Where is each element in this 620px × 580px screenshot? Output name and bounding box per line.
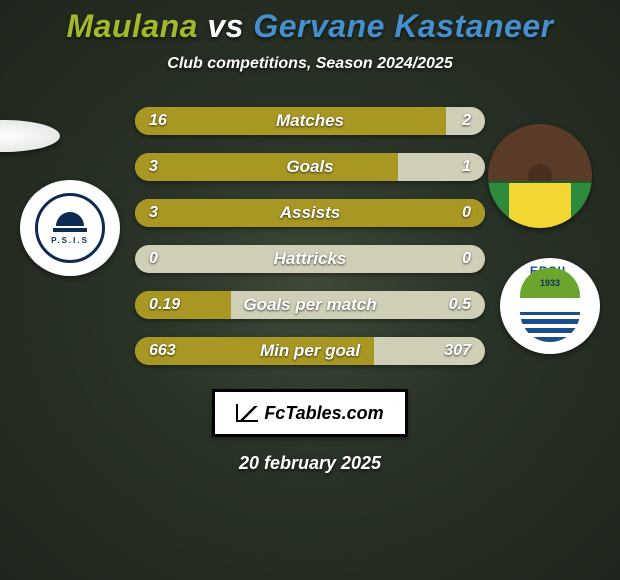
stat-row: 3Goals1 [135, 153, 485, 181]
page-title: Maulana vs Gervane Kastaneer [0, 0, 620, 45]
source-text: FcTables.com [264, 403, 383, 424]
player2-name: Gervane Kastaneer [253, 8, 553, 44]
stat-row: 0Hattricks0 [135, 245, 485, 273]
stats-list: 16Matches23Goals13Assists00Hattricks00.1… [135, 107, 485, 365]
source-badge[interactable]: FcTables.com [212, 389, 408, 437]
stat-value-left: 3 [135, 204, 185, 222]
stat-value-left: 0 [135, 250, 185, 268]
vs-text: vs [207, 8, 244, 44]
stat-label: Hattricks [185, 249, 435, 269]
stat-value-left: 663 [135, 342, 185, 360]
stat-row: 663Min per goal307 [135, 337, 485, 365]
card: { "title": { "p1": "Maulana", "vs": "vs"… [0, 0, 620, 580]
stat-row: 3Assists0 [135, 199, 485, 227]
stat-label: Goals [185, 157, 435, 177]
club1-name: P.S.I.S [51, 236, 89, 245]
player1-photo-placeholder [0, 120, 60, 152]
subtitle: Club competitions, Season 2024/2025 [0, 55, 620, 73]
stat-value-right: 0 [435, 204, 485, 222]
club2-year: 1933 [540, 278, 560, 288]
player2-club-logo: ERSIL 1933 [500, 258, 600, 354]
stat-label: Matches [185, 111, 435, 131]
stat-value-right: 307 [435, 342, 485, 360]
stat-row: 0.19Goals per match0.5 [135, 291, 485, 319]
stat-value-left: 3 [135, 158, 185, 176]
chart-icon [236, 404, 258, 422]
date-text: 20 february 2025 [0, 453, 620, 474]
player1-name: Maulana [66, 8, 198, 44]
player2-photo [488, 124, 592, 228]
stat-value-left: 0.19 [135, 296, 185, 314]
stat-value-right: 0.5 [435, 296, 485, 314]
stat-label: Assists [185, 203, 435, 223]
player1-club-logo: P.S.I.S [20, 180, 120, 276]
stat-value-right: 1 [435, 158, 485, 176]
stat-row: 16Matches2 [135, 107, 485, 135]
stat-value-left: 16 [135, 112, 185, 130]
stat-label: Min per goal [185, 341, 435, 361]
stat-value-right: 2 [435, 112, 485, 130]
stat-value-right: 0 [435, 250, 485, 268]
stat-label: Goals per match [185, 295, 435, 315]
